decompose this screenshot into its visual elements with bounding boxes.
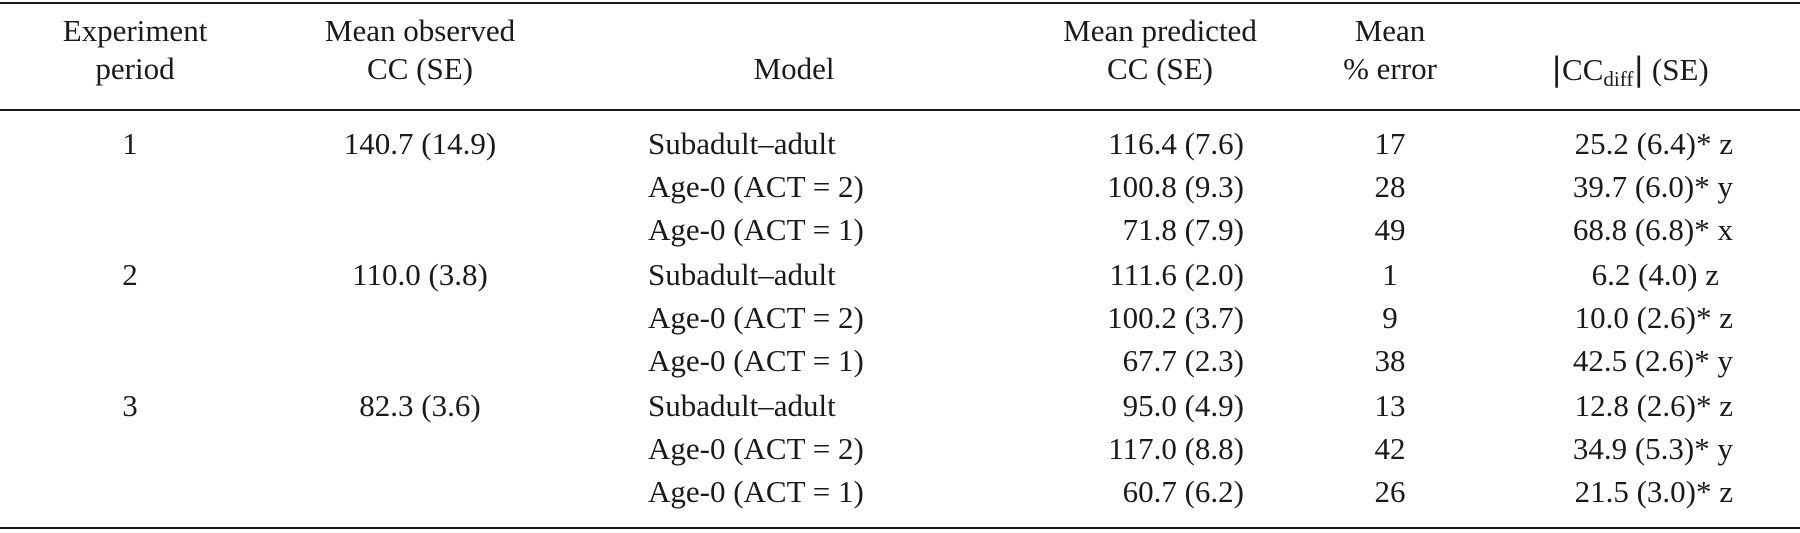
header-experiment-period: Experiment period xyxy=(35,12,235,88)
cell-model: Age-0 (ACT = 2) xyxy=(648,431,864,466)
cell-predicted: 71.8 (7.9) xyxy=(1122,212,1244,247)
header-abs-right: | xyxy=(1633,50,1645,88)
cell-predicted: 116.4 (7.6) xyxy=(1108,126,1244,161)
cell-model: Age-0 (ACT = 2) xyxy=(648,169,864,204)
header-mean-observed-line1: Mean observed xyxy=(324,13,516,48)
cell-model: Subadult–adult xyxy=(648,257,836,292)
cell-cc-diff: 6.2 (4.0) z xyxy=(1591,257,1719,292)
header-mean-error: Mean % error xyxy=(1320,12,1460,88)
cell-error: 26 xyxy=(1374,474,1406,509)
cell-error: 49 xyxy=(1374,212,1406,247)
cell-cc-diff: 68.8 (6.8)* x xyxy=(1572,212,1733,247)
header-abs-left: | xyxy=(1551,50,1563,88)
header-rule xyxy=(0,109,1800,111)
cell-cc-diff: 25.2 (6.4)* z xyxy=(1574,126,1733,161)
cell-cc-diff: 39.7 (6.0)* y xyxy=(1572,169,1733,204)
cell-model: Subadult–adult xyxy=(648,126,836,161)
cell-predicted: 60.7 (6.2) xyxy=(1122,474,1244,509)
cell-error: 42 xyxy=(1374,431,1406,466)
cell-cc-diff: 42.5 (2.6)* y xyxy=(1572,343,1733,378)
cell-predicted: 117.0 (8.8) xyxy=(1108,431,1244,466)
top-rule xyxy=(0,2,1800,4)
header-experiment-period-line2: period xyxy=(95,51,175,86)
cell-error: 13 xyxy=(1374,388,1406,423)
cell-cc-diff: 12.8 (2.6)* z xyxy=(1574,388,1733,423)
cell-observed: 140.7 (14.9) xyxy=(343,126,497,161)
header-cc-text: CC xyxy=(1562,52,1604,87)
cell-model: Subadult–adult xyxy=(648,388,836,423)
cell-observed: 110.0 (3.8) xyxy=(352,257,488,292)
header-mean-predicted-line2: CC (SE) xyxy=(1107,51,1213,86)
cell-predicted: 67.7 (2.3) xyxy=(1122,343,1244,378)
cell-error: 17 xyxy=(1374,126,1406,161)
header-mean-error-line1: Mean xyxy=(1354,13,1426,48)
header-mean-observed-line2: CC (SE) xyxy=(367,51,473,86)
cell-cc-diff: 21.5 (3.0)* z xyxy=(1574,474,1733,509)
cell-error: 38 xyxy=(1374,343,1406,378)
cell-predicted: 100.2 (3.7) xyxy=(1107,300,1244,335)
cell-predicted: 100.8 (9.3) xyxy=(1107,169,1244,204)
header-experiment-period-line1: Experiment xyxy=(62,13,208,48)
header-mean-predicted: Mean predicted CC (SE) xyxy=(1020,12,1300,88)
header-mean-predicted-line1: Mean predicted xyxy=(1063,13,1257,48)
cell-model: Age-0 (ACT = 1) xyxy=(648,212,864,247)
header-cc-diff: |CCdiff| (SE) xyxy=(1505,50,1755,98)
cell-predicted: 111.6 (2.0) xyxy=(1109,257,1244,292)
cell-predicted: 95.0 (4.9) xyxy=(1122,388,1244,423)
header-se-suffix: (SE) xyxy=(1644,52,1709,87)
cell-cc-diff: 10.0 (2.6)* z xyxy=(1574,300,1733,335)
cell-error: 1 xyxy=(1382,257,1398,292)
cell-model: Age-0 (ACT = 2) xyxy=(648,300,864,335)
cell-model: Age-0 (ACT = 1) xyxy=(648,474,864,509)
header-diff-subscript: diff xyxy=(1603,67,1634,91)
header-cc-diff-label: |CCdiff| (SE) xyxy=(1505,50,1755,98)
header-model: Model xyxy=(694,50,894,88)
cell-observed: 82.3 (3.6) xyxy=(359,388,481,423)
cell-period: 3 xyxy=(122,388,138,423)
cell-error: 9 xyxy=(1382,300,1398,335)
header-model-label: Model xyxy=(753,51,835,86)
header-mean-error-line2: % error xyxy=(1343,51,1437,86)
header-mean-observed: Mean observed CC (SE) xyxy=(270,12,570,88)
cell-period: 1 xyxy=(122,126,138,161)
cell-model: Age-0 (ACT = 1) xyxy=(648,343,864,378)
cell-cc-diff: 34.9 (5.3)* y xyxy=(1572,431,1733,466)
bottom-rule xyxy=(0,527,1800,529)
cell-period: 2 xyxy=(122,257,138,292)
cell-error: 28 xyxy=(1374,169,1406,204)
